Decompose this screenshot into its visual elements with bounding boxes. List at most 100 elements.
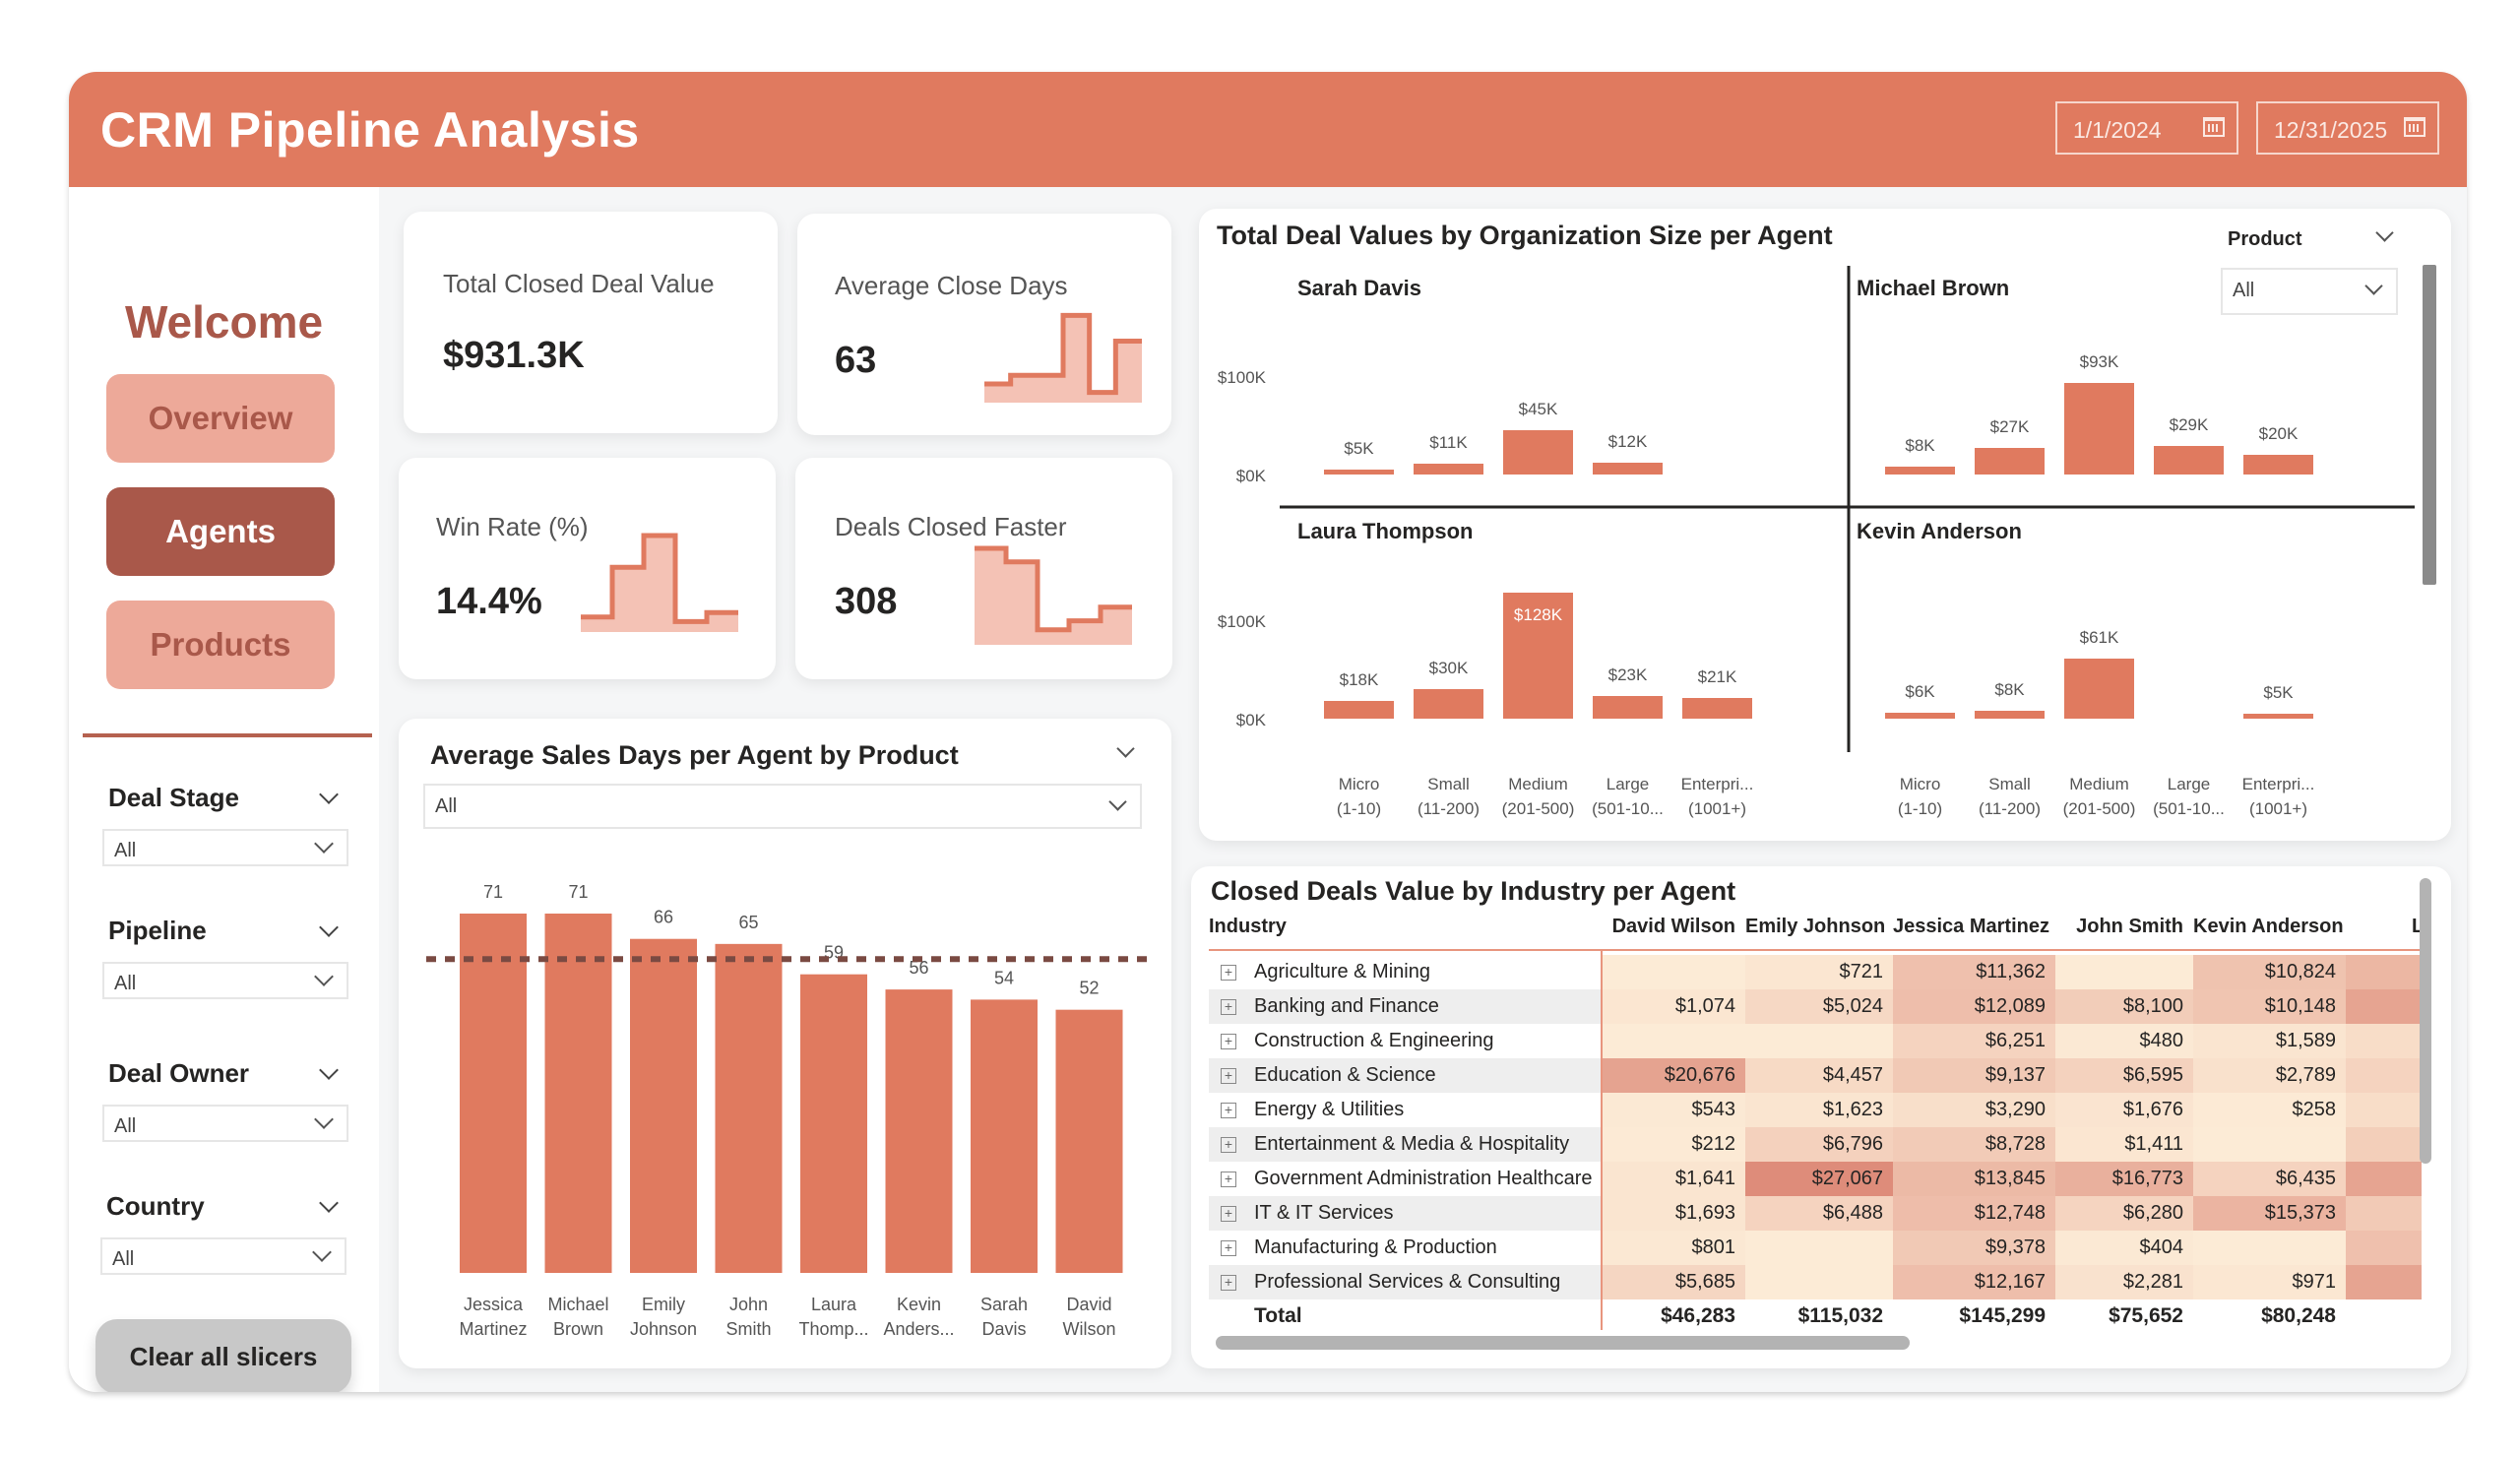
deal-owner-dropdown[interactable]: All [102, 1105, 348, 1142]
expand-icon[interactable]: + [1221, 1068, 1236, 1084]
value-cell: $5,024 [1745, 989, 1893, 1024]
product-dropdown[interactable]: All [2221, 268, 2398, 315]
industry-label: Manufacturing & Production [1254, 1236, 1497, 1258]
vertical-scrollbar[interactable] [2420, 878, 2431, 1164]
x-tick-label: Brown [553, 1319, 603, 1339]
value-cell: $2,281 [2055, 1265, 2193, 1299]
y-tick-label: $100K [1218, 612, 1267, 631]
x-tick-label: Laura [811, 1295, 857, 1314]
deal-stage-dropdown[interactable]: All [102, 829, 348, 866]
data-label: $11K [1429, 433, 1468, 452]
x-tick-label: (11-200) [1979, 799, 2041, 818]
industry-label: Education & Science [1254, 1064, 1436, 1086]
expand-icon[interactable]: + [1221, 1137, 1236, 1153]
industry-cell: + Professional Services & Consulting [1209, 1265, 1601, 1299]
small-multiples-chart: Sarah Davis $100K $0K $5K $11K $45K $12K Michae… [1218, 266, 2415, 818]
clear-all-slicers-button[interactable]: Clear all slicers [95, 1319, 351, 1392]
vertical-scrollbar[interactable] [2423, 265, 2436, 585]
nav-button-overview[interactable]: Overview [106, 374, 335, 463]
value-cell: $8,100 [2055, 989, 2193, 1024]
chevron-down-icon[interactable] [1116, 739, 1135, 758]
expand-icon[interactable]: + [1221, 1034, 1236, 1049]
industry-cell: + Government Administration Healthcare [1209, 1162, 1601, 1196]
industry-label: IT & IT Services [1254, 1202, 1394, 1224]
product-dropdown-value: All [2233, 280, 2255, 301]
table-row[interactable]: + IT & IT Services $1,693 $6,488 $12,748 $6,2… [1209, 1196, 2422, 1231]
start-date-input[interactable]: 1/1/2024 [2055, 101, 2238, 155]
industry-label: Construction & Engineering [1254, 1030, 1494, 1051]
table-row[interactable]: + Manufacturing & Production $801 $9,378 $40… [1209, 1231, 2422, 1265]
x-tick-label: Martinez [459, 1319, 527, 1339]
table-row[interactable]: + Agriculture & Mining $721 $11,362 $10,824 [1209, 955, 2422, 989]
expand-icon[interactable]: + [1221, 1172, 1236, 1187]
data-label: $8K [1994, 680, 2025, 699]
x-tick-label: Emily [642, 1295, 685, 1314]
chevron-down-icon[interactable] [319, 918, 339, 937]
column-header[interactable]: Emily Johnson [1745, 916, 1886, 937]
horizontal-scrollbar[interactable] [1216, 1336, 1910, 1350]
x-tick-label: (201-500) [2063, 799, 2136, 818]
table-row[interactable]: + Education & Science $20,676 $4,457 $9,137 $… [1209, 1058, 2422, 1093]
slicer-title-country: Country [106, 1191, 205, 1221]
x-tick-label: Kevin [897, 1295, 941, 1314]
data-label: $5K [1344, 439, 1374, 458]
nav-button-products[interactable]: Products [106, 601, 335, 689]
value-cell [1745, 1231, 1893, 1265]
kpi-label: Win Rate (%) [436, 512, 589, 541]
data-label: $30K [1429, 659, 1469, 677]
product-filter-dropdown[interactable]: All [423, 784, 1142, 829]
country-dropdown[interactable]: All [100, 1237, 346, 1275]
kpi-label: Average Close Days [835, 271, 1068, 300]
table-row[interactable]: + Banking and Finance $1,074 $5,024 $12,089 $… [1209, 989, 2422, 1024]
sparkline [581, 533, 738, 632]
industry-cell: + Education & Science [1209, 1058, 1601, 1093]
expand-icon[interactable]: + [1221, 1240, 1236, 1256]
table-row[interactable]: + Construction & Engineering $6,251 $480 $1,… [1209, 1024, 2422, 1058]
sparkline-line [984, 312, 1142, 396]
pipeline-dropdown[interactable]: All [102, 962, 348, 999]
table-row[interactable]: + Entertainment & Media & Hospitality $212… [1209, 1127, 2422, 1162]
chevron-down-icon [1108, 792, 1127, 811]
header-rule [1209, 949, 2422, 951]
value-cell [2193, 1127, 2346, 1162]
chevron-down-icon [314, 967, 334, 986]
calendar-icon[interactable] [2203, 117, 2225, 137]
x-tick-label: Smith [725, 1319, 771, 1339]
bar [544, 914, 612, 1273]
table-row[interactable]: + Energy & Utilities $543 $1,623 $3,290 $1,67… [1209, 1093, 2422, 1127]
x-tick-label: Johnson [630, 1319, 697, 1339]
value-cell: $2,789 [2193, 1058, 2346, 1093]
column-header[interactable]: Industry [1209, 916, 1287, 937]
expand-icon[interactable]: + [1221, 965, 1236, 981]
column-header[interactable]: Kevin Anderson [2193, 916, 2344, 937]
expand-icon[interactable]: + [1221, 1103, 1236, 1118]
x-tick-label: (11-200) [1418, 799, 1480, 818]
table-row[interactable]: + Professional Services & Consulting $5,68… [1209, 1265, 2422, 1299]
column-header[interactable]: John Smith [2076, 916, 2183, 937]
bar [460, 914, 527, 1273]
value-cell: $6,435 [2193, 1162, 2346, 1196]
bar [715, 943, 783, 1273]
data-label: $6K [1905, 682, 1935, 701]
chevron-down-icon[interactable] [319, 1060, 339, 1080]
table-row[interactable]: + Government Administration Healthcare $1,… [1209, 1162, 2422, 1196]
value-cell: $212 [1603, 1127, 1745, 1162]
bar [1324, 470, 1394, 475]
sparkline [975, 545, 1132, 645]
expand-icon[interactable]: + [1221, 999, 1236, 1015]
calendar-icon[interactable] [2404, 117, 2426, 137]
value-cell: $12,089 [1893, 989, 2055, 1024]
nav-button-agents[interactable]: Agents [106, 487, 335, 576]
end-date-input[interactable]: 12/31/2025 [2256, 101, 2439, 155]
column-header[interactable]: David Wilson [1611, 916, 1735, 937]
x-tick-label: Jessica [464, 1295, 524, 1314]
chevron-down-icon[interactable] [319, 1193, 339, 1213]
column-header[interactable]: Jessica Martinez [1893, 916, 2049, 937]
data-label: $12K [1608, 432, 1648, 451]
y-tick-label: $0K [1236, 467, 1267, 485]
data-label: $21K [1698, 667, 1737, 686]
sidebar: Welcome Overview Agents Products Deal St… [69, 187, 379, 1392]
expand-icon[interactable]: + [1221, 1275, 1236, 1291]
expand-icon[interactable]: + [1221, 1206, 1236, 1222]
chevron-down-icon[interactable] [319, 785, 339, 804]
